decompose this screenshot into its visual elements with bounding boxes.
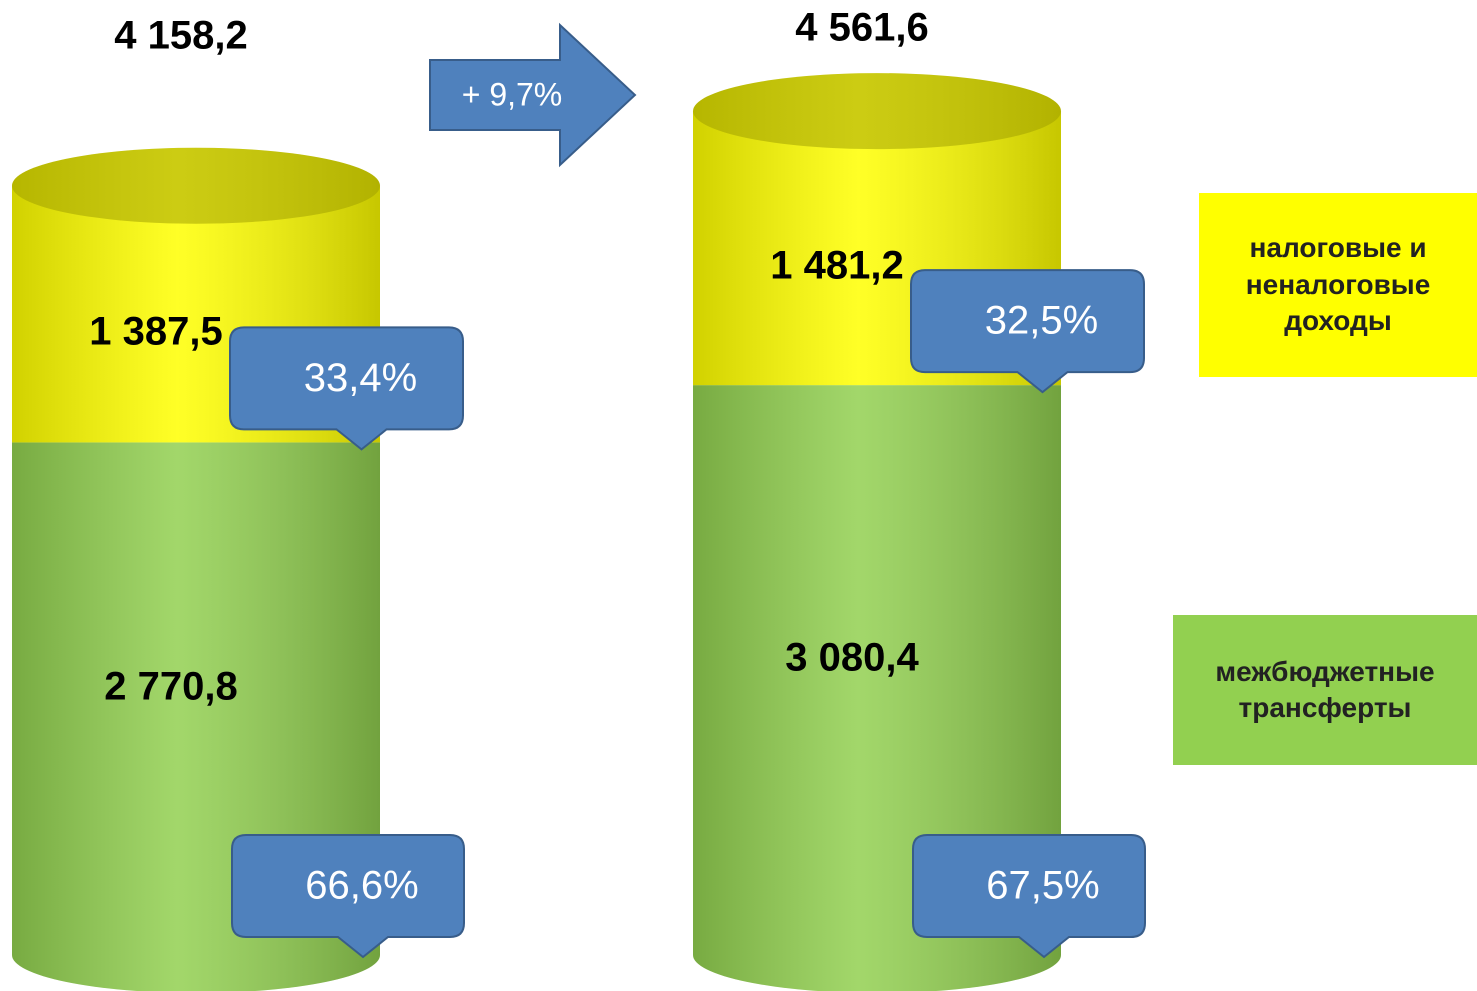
- value-label: 1 387,5: [89, 310, 222, 354]
- legend-swatch: налоговые и неналоговые доходы: [1199, 193, 1477, 377]
- callout-label: 67,5%: [986, 864, 1099, 908]
- callout: [910, 269, 1145, 394]
- legend-swatch: межбюджетные трансферты: [1173, 615, 1477, 765]
- growth-label: + 9,7%: [462, 76, 563, 112]
- value-label: 1 481,2: [770, 244, 903, 288]
- callout: [229, 326, 464, 451]
- cylinder-top-shade: [12, 147, 380, 224]
- callout: [912, 834, 1146, 959]
- total-label: 4 158,2: [114, 14, 247, 58]
- callout-label: 33,4%: [304, 356, 417, 400]
- value-label: 3 080,4: [785, 636, 919, 680]
- legend-label: межбюджетные трансферты: [1215, 655, 1435, 723]
- growth-arrow: [429, 22, 637, 168]
- value-label: 2 770,8: [104, 664, 237, 708]
- callout-label: 32,5%: [985, 299, 1098, 343]
- callout: [231, 834, 465, 959]
- callout-label: 66,6%: [305, 864, 418, 908]
- total-label: 4 561,6: [795, 6, 928, 50]
- cylinder-top-shade: [693, 73, 1061, 150]
- legend-label: налоговые и неналоговые доходы: [1245, 232, 1431, 337]
